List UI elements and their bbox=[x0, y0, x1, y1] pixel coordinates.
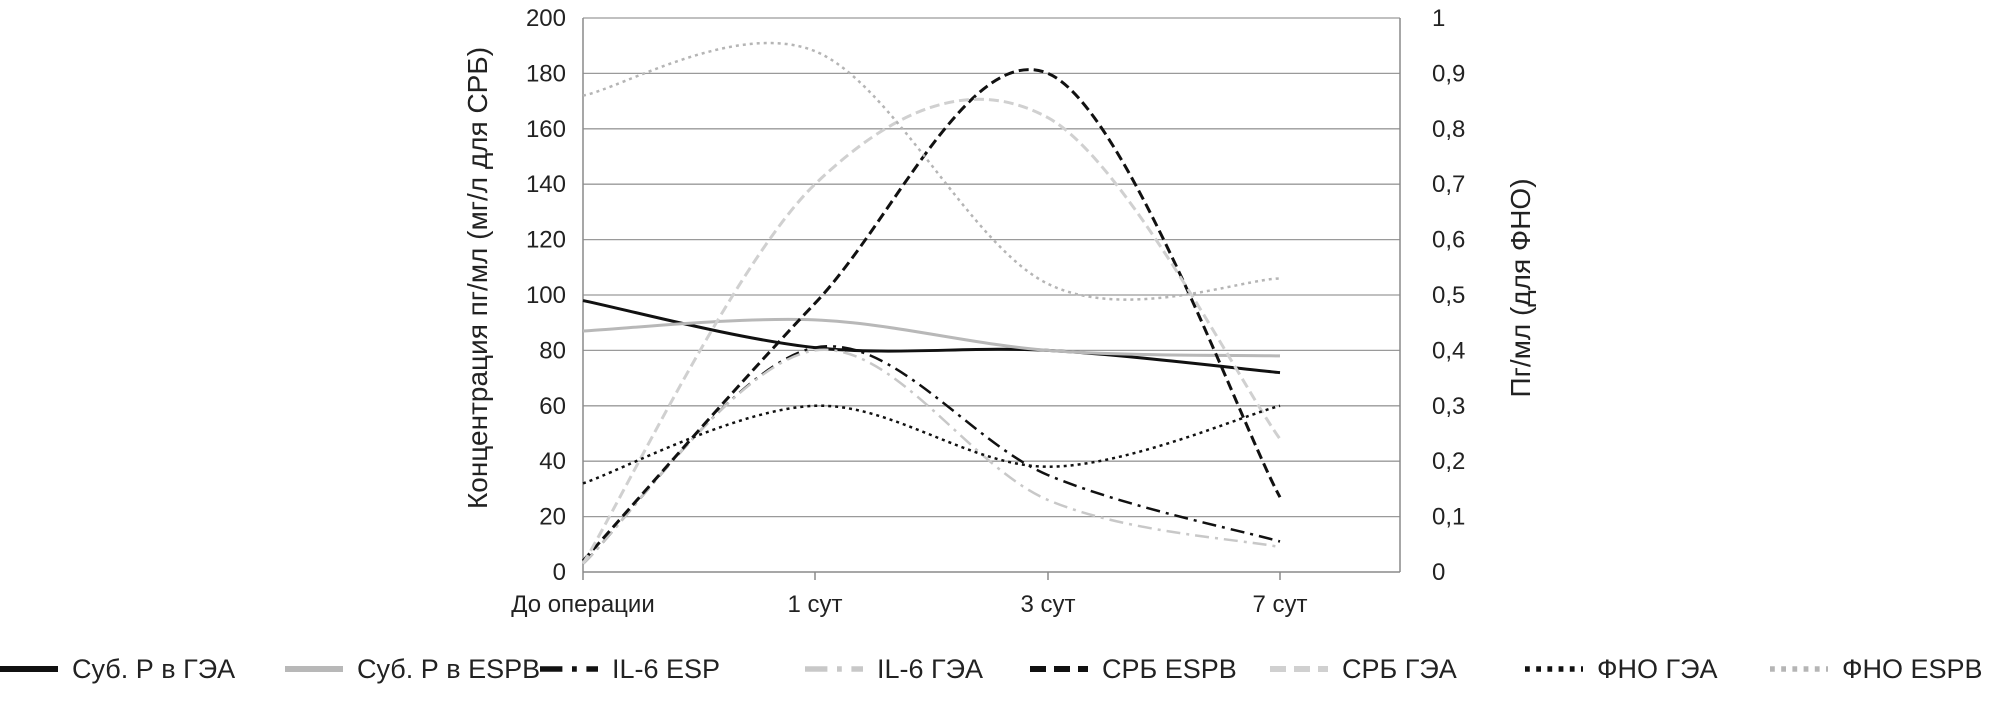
legend-label: IL-6 ESP bbox=[612, 654, 720, 684]
legend-label: ФНО ESPB bbox=[1842, 654, 1983, 684]
y-tick-label: 20 bbox=[539, 504, 566, 531]
series-line-5 bbox=[581, 68, 1282, 562]
x-tick-label: 3 сут bbox=[1020, 591, 1075, 618]
axes bbox=[582, 18, 1401, 580]
series-line-1 bbox=[582, 299, 1281, 375]
legend: Суб. Р в ГЭА Суб. Р в ESPB IL-6 ESP IL-6 ГЭ… bbox=[0, 654, 1983, 684]
series-line-2 bbox=[582, 317, 1281, 358]
y-tick-label: 140 bbox=[526, 171, 566, 198]
x-tick-label: 1 сут bbox=[787, 591, 842, 618]
y-tick-label: 200 bbox=[526, 5, 566, 32]
y2-tick-label: 0 bbox=[1432, 559, 1445, 586]
y2-tick-label: 1 bbox=[1432, 5, 1445, 32]
y2-tick-label: 0,8 bbox=[1432, 116, 1465, 143]
y-tick-label: 100 bbox=[526, 282, 566, 309]
legend-label: ФНО ГЭА bbox=[1597, 654, 1718, 684]
legend-label: IL-6 ГЭА bbox=[877, 654, 983, 684]
y-tick-label: 180 bbox=[526, 60, 566, 87]
series-line-6 bbox=[581, 97, 1282, 565]
series-line-8 bbox=[582, 41, 1281, 301]
series-lines bbox=[581, 41, 1282, 565]
y2-tick-label: 0,9 bbox=[1432, 60, 1465, 87]
legend-label: СРБ ГЭА bbox=[1342, 654, 1457, 684]
series-line-3 bbox=[582, 345, 1281, 565]
tick-labels: 0 20 40 60 80 100 120 140 160 180 200 0 0,1 0,2 0,3 0,4… bbox=[511, 5, 1465, 618]
y-tick-label: 120 bbox=[526, 227, 566, 254]
y-tick-label: 40 bbox=[539, 448, 566, 475]
y2-tick-label: 0,3 bbox=[1432, 393, 1465, 420]
legend-label: Суб. Р в ESPB bbox=[357, 654, 540, 684]
y2-tick-label: 0,4 bbox=[1432, 337, 1465, 364]
grid-lines bbox=[583, 17, 1400, 518]
y2-tick-label: 0,1 bbox=[1432, 504, 1465, 531]
y-tick-label: 60 bbox=[539, 393, 566, 420]
y2-tick-label: 0,5 bbox=[1432, 282, 1465, 309]
y2-axis-title: Пг/мл (для ФНО) bbox=[1505, 178, 1536, 397]
y2-tick-label: 0,2 bbox=[1432, 448, 1465, 475]
y-axis-title: Концентрация пг/мл (мг/л для СРБ) bbox=[462, 47, 493, 509]
legend-label: Суб. Р в ГЭА bbox=[72, 654, 235, 684]
y2-tick-label: 0,7 bbox=[1432, 171, 1465, 198]
y-tick-label: 80 bbox=[539, 337, 566, 364]
legend-label: СРБ ESPB bbox=[1102, 654, 1237, 684]
y-tick-label: 160 bbox=[526, 116, 566, 143]
x-tick-label: До операции bbox=[511, 591, 654, 618]
y-tick-label: 0 bbox=[553, 559, 566, 586]
x-tick-label: 7 сут bbox=[1252, 591, 1307, 618]
y2-tick-label: 0,6 bbox=[1432, 227, 1465, 254]
series-line-7 bbox=[582, 404, 1281, 485]
series-line-4 bbox=[582, 348, 1281, 565]
